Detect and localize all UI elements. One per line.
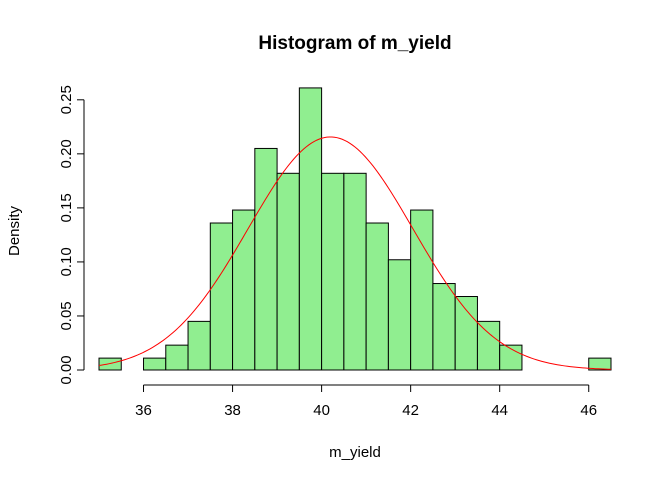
y-tick-label: 0.20	[58, 139, 75, 168]
histogram-bar	[143, 357, 167, 371]
histogram-bars	[98, 87, 612, 371]
histogram-bar	[254, 147, 278, 371]
histogram-bar	[432, 283, 456, 371]
histogram-bar	[187, 320, 211, 371]
histogram-bar	[321, 172, 345, 371]
x-tick-label: 36	[135, 402, 152, 419]
histogram-bar	[387, 259, 412, 371]
density-curve	[98, 136, 612, 370]
y-axis-label: Density	[6, 205, 23, 256]
histogram-bar	[343, 172, 367, 371]
y-tick-label: 0.05	[58, 301, 75, 330]
x-tick-label: 42	[402, 402, 419, 419]
histogram-bar	[410, 209, 434, 371]
chart-title: Histogram of m_yield	[258, 33, 451, 54]
y-axis: 0.00 0.05 0.10 0.15 0.20 0.25	[58, 85, 85, 385]
histogram-bar	[476, 320, 501, 371]
x-axis-label: m_yield	[329, 444, 381, 461]
y-tick-label: 0.10	[58, 247, 75, 276]
histogram-bar	[276, 172, 300, 371]
y-tick-label: 0.00	[58, 355, 75, 384]
x-tick-label: 40	[313, 402, 330, 419]
x-tick-label: 38	[224, 402, 241, 419]
histogram-bar	[298, 87, 323, 371]
x-axis: 36 38 40 42 44 46	[135, 384, 597, 419]
histogram-bar	[209, 222, 234, 371]
x-tick-label: 46	[580, 402, 597, 419]
histogram-bar	[454, 296, 478, 371]
histogram-bar	[165, 344, 189, 371]
histogram-bar	[588, 357, 612, 371]
x-tick-label: 44	[491, 402, 508, 419]
histogram-bar	[365, 222, 389, 371]
y-tick-label: 0.15	[58, 193, 75, 222]
histogram-bar	[98, 357, 122, 371]
y-tick-label: 0.25	[58, 85, 75, 114]
histogram-bar	[232, 209, 256, 371]
